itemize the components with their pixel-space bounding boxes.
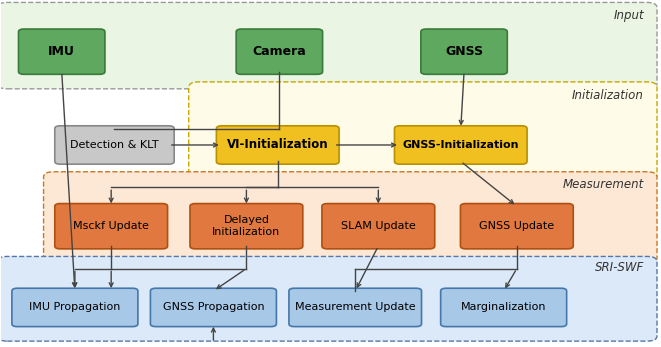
FancyBboxPatch shape (0, 2, 657, 89)
Text: SLAM Update: SLAM Update (341, 221, 416, 231)
FancyBboxPatch shape (322, 204, 435, 249)
Text: IMU Propagation: IMU Propagation (29, 303, 120, 312)
FancyBboxPatch shape (190, 204, 303, 249)
Text: Msckf Update: Msckf Update (73, 221, 149, 231)
FancyBboxPatch shape (55, 126, 174, 164)
Text: SRI-SWF: SRI-SWF (594, 261, 644, 273)
FancyBboxPatch shape (236, 29, 323, 74)
FancyBboxPatch shape (19, 29, 105, 74)
FancyBboxPatch shape (188, 82, 657, 180)
Text: Camera: Camera (253, 45, 306, 58)
FancyBboxPatch shape (151, 288, 276, 327)
Text: Input: Input (613, 9, 644, 22)
Text: GNSS Update: GNSS Update (479, 221, 555, 231)
Text: GNSS: GNSS (445, 45, 483, 58)
Text: GNSS-Initialization: GNSS-Initialization (403, 140, 519, 150)
FancyBboxPatch shape (44, 172, 657, 263)
Text: VI-Initialization: VI-Initialization (227, 138, 329, 152)
Text: Marginalization: Marginalization (461, 303, 547, 312)
FancyBboxPatch shape (395, 126, 527, 164)
FancyBboxPatch shape (0, 256, 657, 341)
Text: Initialization: Initialization (572, 89, 644, 102)
FancyBboxPatch shape (441, 288, 566, 327)
Text: GNSS Propagation: GNSS Propagation (163, 303, 264, 312)
FancyBboxPatch shape (12, 288, 138, 327)
FancyBboxPatch shape (421, 29, 507, 74)
FancyBboxPatch shape (289, 288, 422, 327)
FancyBboxPatch shape (55, 204, 168, 249)
Text: Detection & KLT: Detection & KLT (70, 140, 159, 150)
Text: Delayed
Initialization: Delayed Initialization (212, 215, 280, 237)
FancyBboxPatch shape (461, 204, 573, 249)
Text: IMU: IMU (48, 45, 75, 58)
FancyBboxPatch shape (216, 126, 339, 164)
Text: Measurement: Measurement (563, 178, 644, 191)
Text: Measurement Update: Measurement Update (295, 303, 416, 312)
